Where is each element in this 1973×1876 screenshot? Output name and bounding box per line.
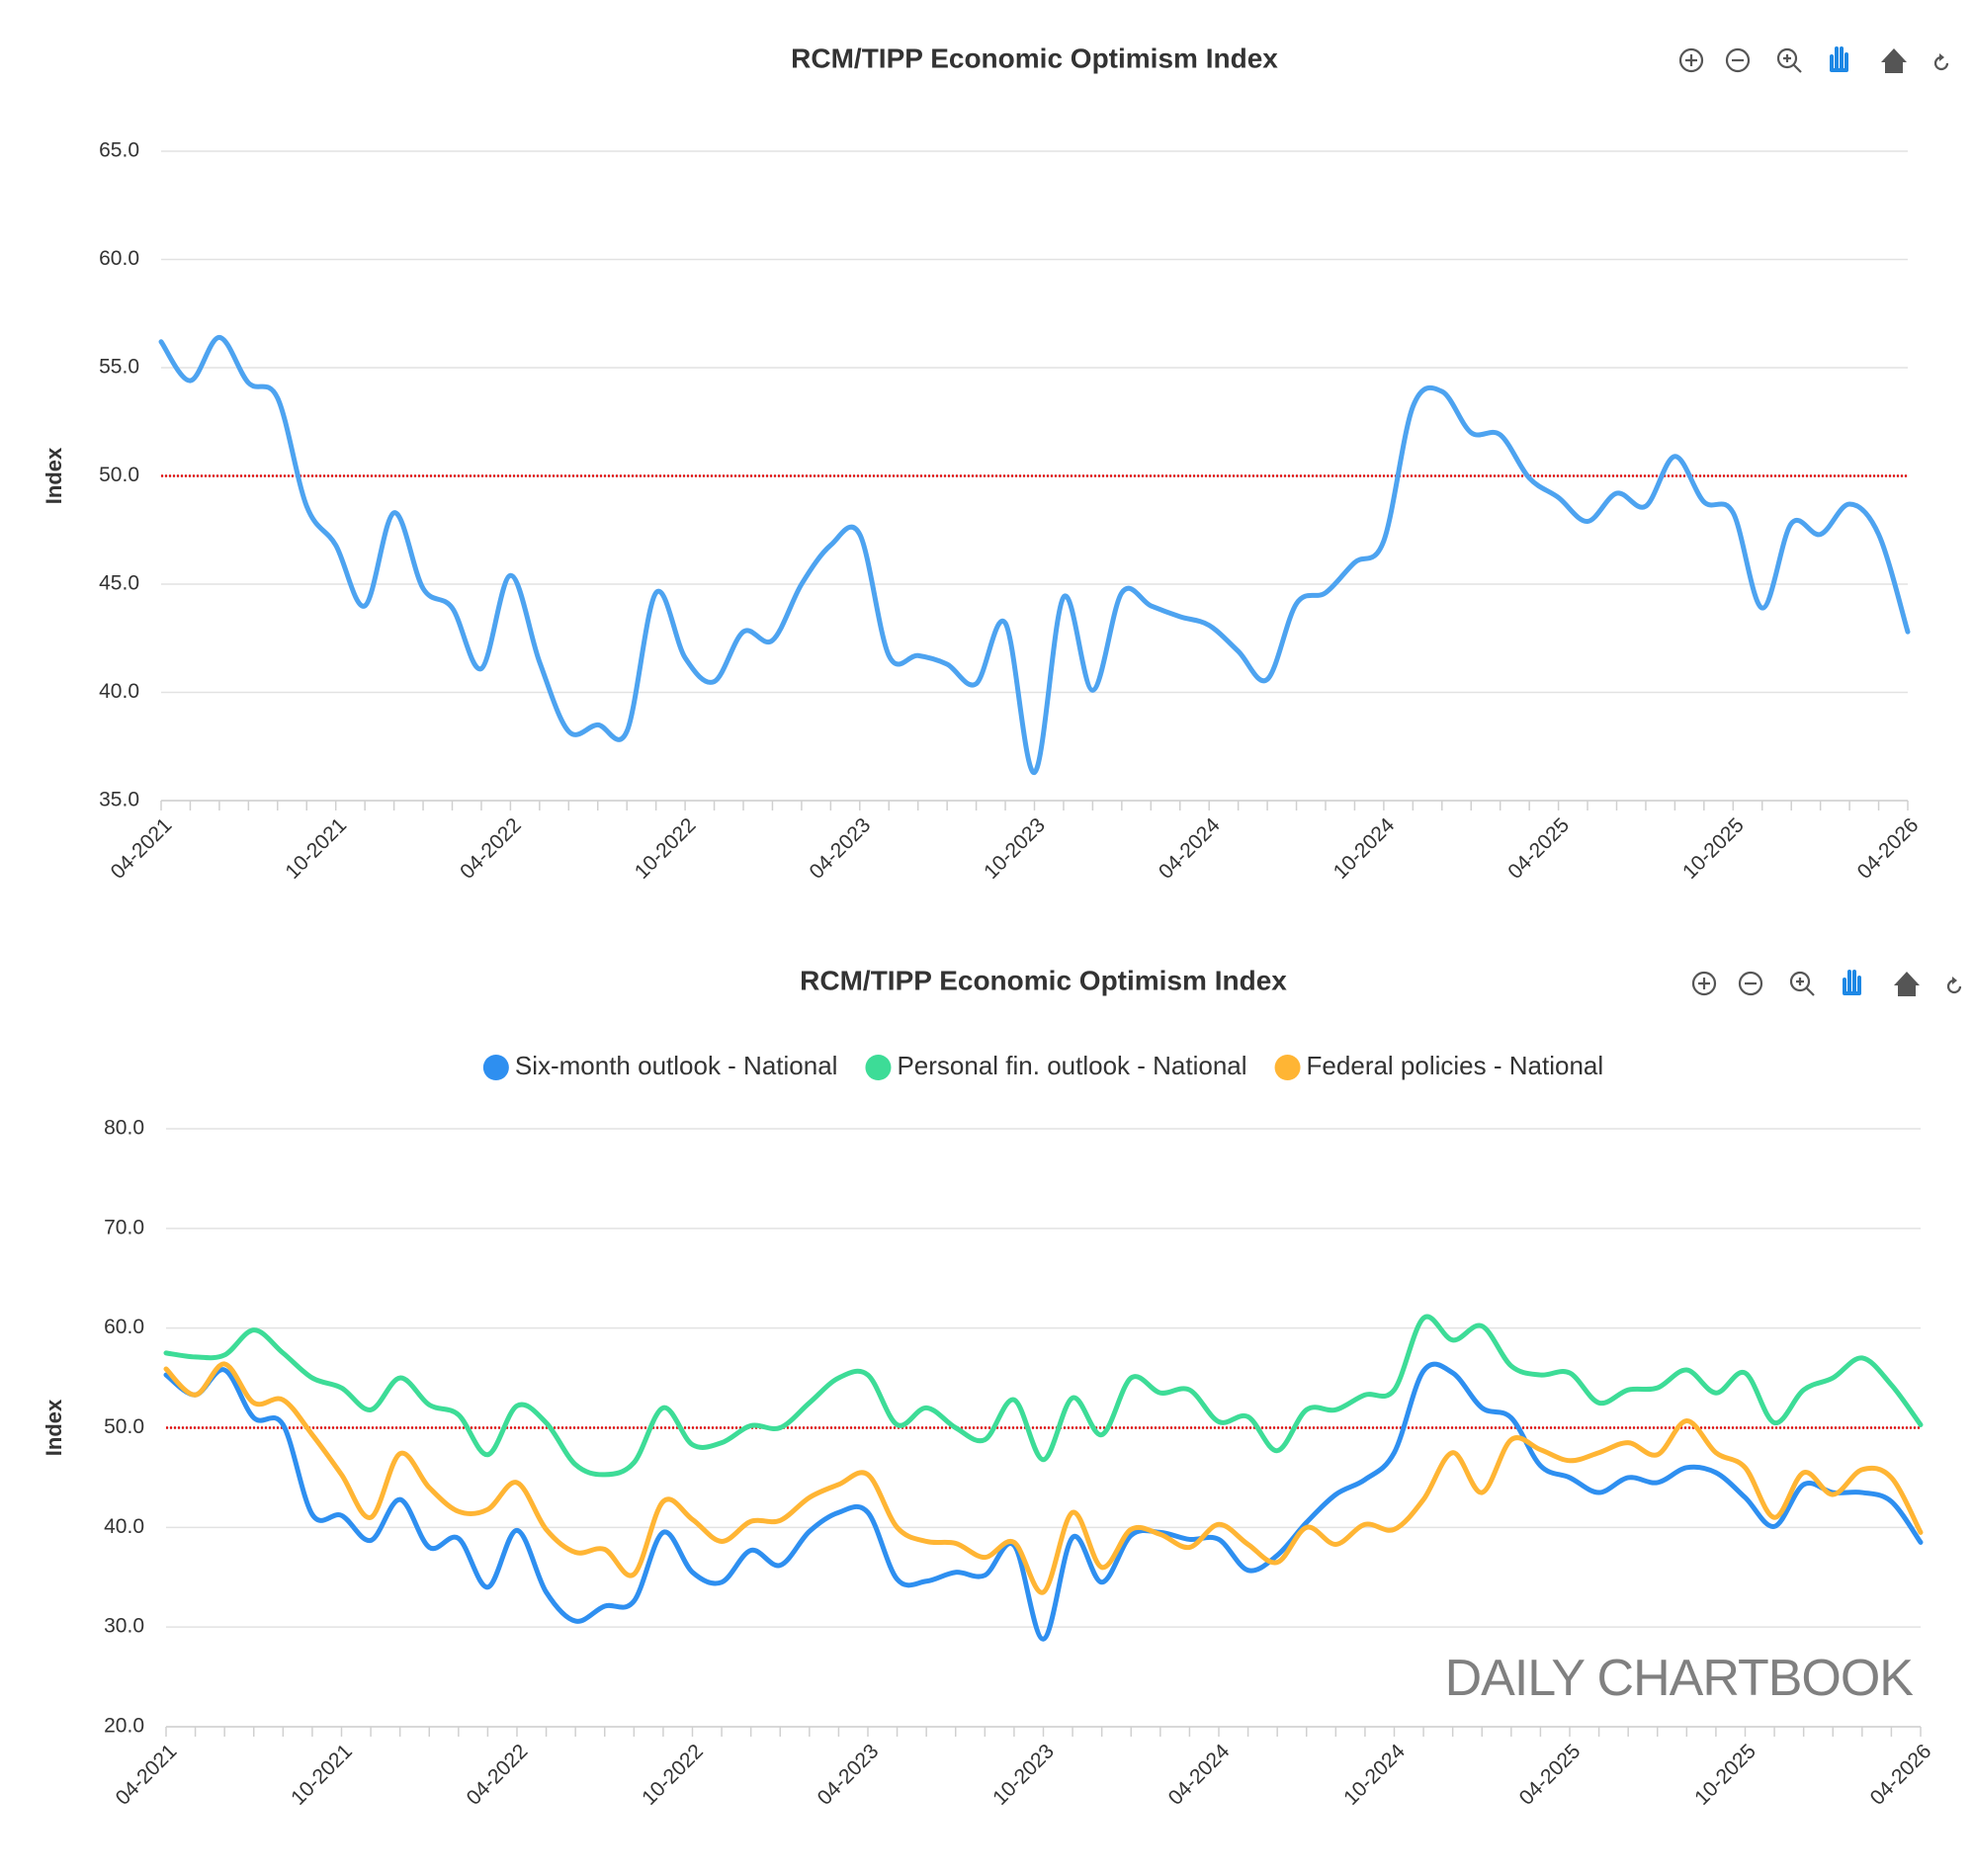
y-axis-label: Index [42, 1399, 66, 1456]
zoom-out-button[interactable] [1738, 971, 1763, 996]
watermark: DAILY CHARTBOOK [1445, 1650, 1915, 1707]
home-button[interactable] [1894, 972, 1920, 996]
series-line [163, 1361, 1924, 1642]
home-button[interactable] [1881, 48, 1907, 73]
x-tick-label: 04-2022 [463, 1740, 533, 1810]
x-tick-label: 04-2023 [805, 813, 875, 884]
x-tick-label: 10-2025 [1690, 1740, 1760, 1810]
pan-button[interactable] [1843, 970, 1861, 995]
legend-label: Federal policies - National [1307, 1051, 1604, 1080]
x-tick-label: 04-2026 [1853, 813, 1924, 884]
zoom-button[interactable] [1776, 47, 1802, 73]
legend-item[interactable]: Federal policies - National [1274, 1051, 1604, 1080]
x-tick-label: 10-2021 [287, 1740, 357, 1810]
reset-button[interactable] [1933, 53, 1949, 71]
y-tick-label: 70.0 [104, 1216, 144, 1238]
legend-item[interactable]: Six-month outlook - National [482, 1051, 838, 1080]
toolbar [1691, 970, 1962, 996]
legend-item[interactable]: Personal fin. outlook - National [865, 1051, 1247, 1080]
legend: Six-month outlook - National Personal fin… [482, 1051, 1604, 1080]
x-tick-label: 10-2023 [980, 813, 1050, 884]
y-tick-label: 40.0 [104, 1515, 144, 1538]
y-tick-label: 40.0 [99, 680, 139, 703]
x-tick-label: 04-2024 [1155, 813, 1225, 884]
legend-marker [482, 1055, 509, 1080]
legend-label: Personal fin. outlook - National [897, 1051, 1246, 1080]
x-tick-label: 10-2023 [988, 1740, 1059, 1810]
x-tick-label: 04-2025 [1515, 1740, 1586, 1810]
pan-button[interactable] [1830, 46, 1848, 72]
y-tick-label: 35.0 [99, 789, 139, 811]
y-tick-label: 65.0 [99, 139, 139, 162]
x-tick-label: 10-2024 [1339, 1740, 1410, 1810]
x-tick-label: 10-2025 [1678, 813, 1749, 884]
zoom-button[interactable] [1789, 971, 1815, 996]
x-tick-label: 10-2024 [1330, 813, 1400, 884]
chart-title: RCM/TIPP Economic Optimism Index [800, 965, 1287, 995]
x-tick-label: 10-2022 [631, 813, 701, 884]
x-tick-label: 04-2025 [1503, 813, 1574, 884]
y-tick-label: 55.0 [99, 356, 139, 379]
x-tick-label: 10-2022 [638, 1740, 708, 1810]
y-tick-label: 30.0 [104, 1615, 144, 1638]
x-tick-label: 04-2021 [112, 1740, 182, 1810]
chart-title: RCM/TIPP Economic Optimism Index [791, 43, 1278, 73]
legend-marker [865, 1055, 892, 1080]
y-tick-label: 60.0 [99, 247, 139, 270]
x-tick-label: 04-2024 [1164, 1740, 1235, 1810]
zoom-in-button[interactable] [1678, 47, 1704, 73]
x-tick-label: 04-2026 [1866, 1740, 1936, 1810]
y-tick-label: 80.0 [104, 1117, 144, 1140]
legend-marker [1274, 1055, 1301, 1080]
y-axis-label: Index [42, 447, 66, 504]
x-tick-label: 04-2022 [456, 813, 526, 884]
zoom-in-button[interactable] [1691, 971, 1717, 996]
legend-label: Six-month outlook - National [515, 1051, 838, 1080]
y-tick-label: 50.0 [104, 1415, 144, 1438]
y-tick-label: 20.0 [104, 1715, 144, 1738]
x-tick-label: 04-2021 [107, 813, 177, 884]
x-tick-label: 04-2023 [814, 1740, 884, 1810]
reset-button[interactable] [1946, 977, 1962, 994]
toolbar [1678, 46, 1949, 73]
y-tick-label: 50.0 [99, 464, 139, 486]
y-tick-label: 45.0 [99, 572, 139, 595]
series-line [163, 1361, 1924, 1595]
y-tick-label: 60.0 [104, 1316, 144, 1338]
series-line [163, 1314, 1924, 1478]
x-tick-label: 10-2021 [281, 813, 351, 884]
series-line [158, 334, 1911, 776]
zoom-out-button[interactable] [1725, 47, 1751, 73]
